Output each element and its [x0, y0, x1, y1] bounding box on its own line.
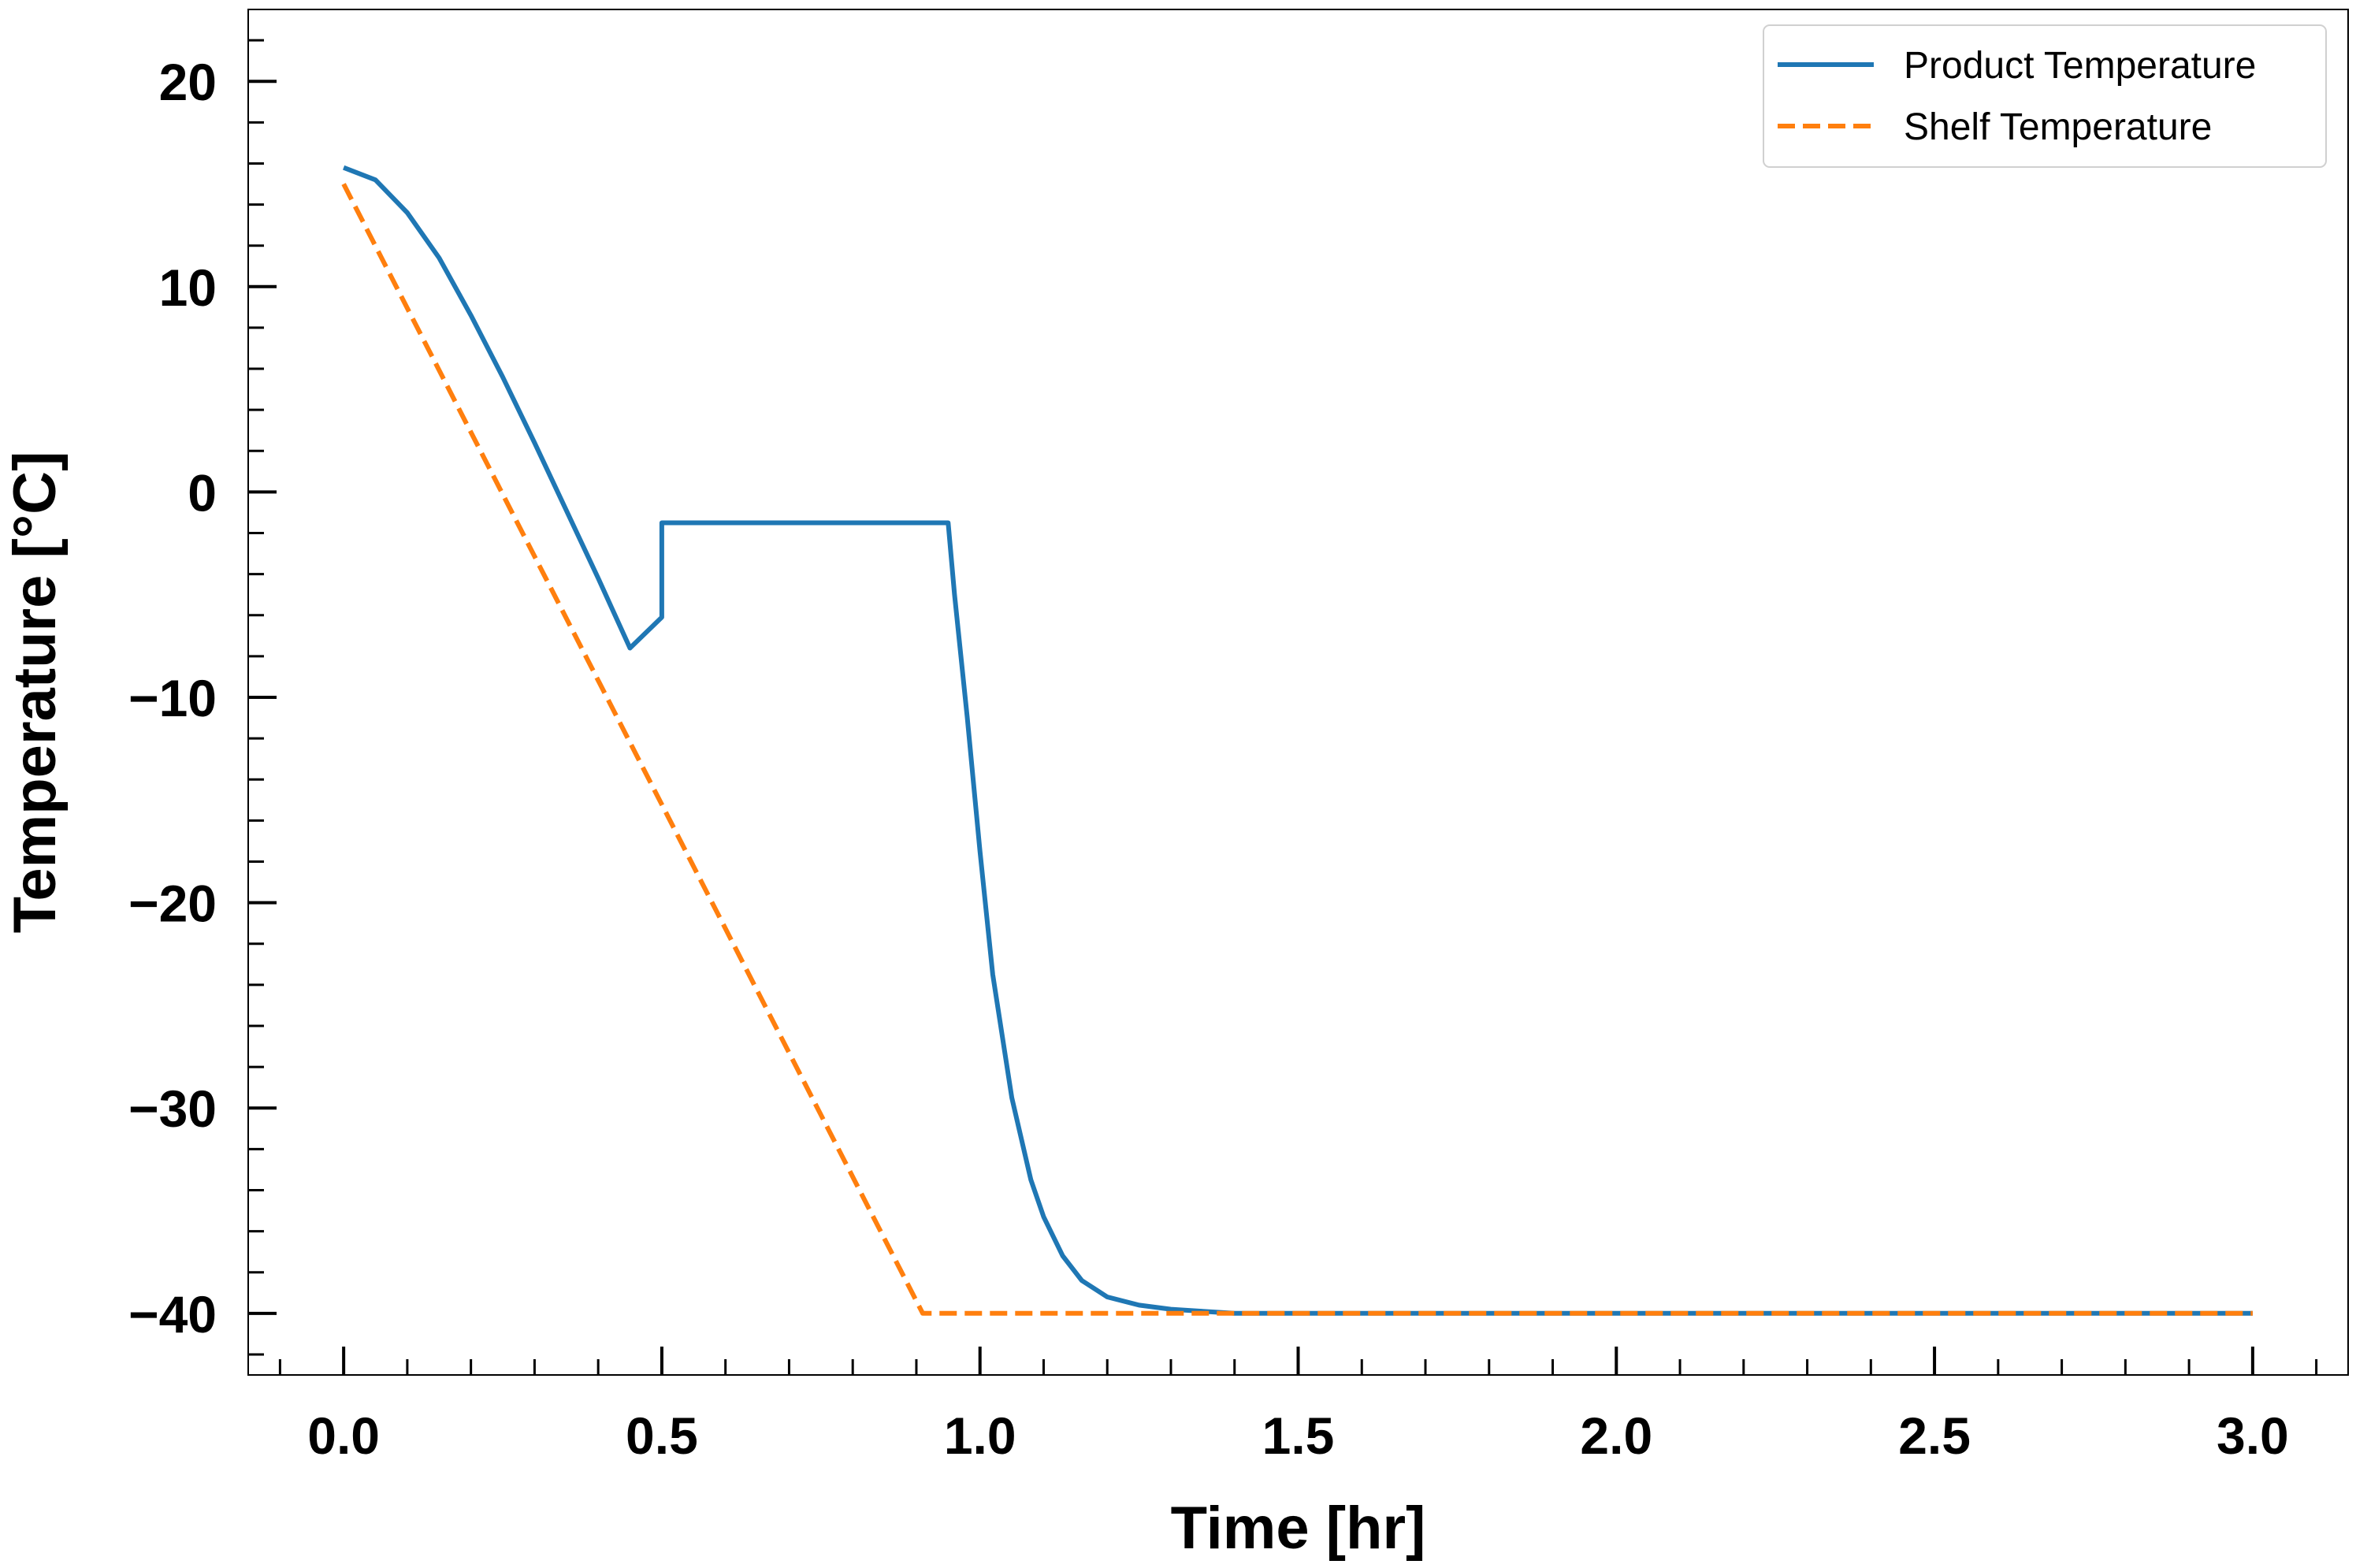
x-tick-label: 2.5: [1898, 1406, 1971, 1465]
legend-label-product-temperature: Product Temperature: [1904, 45, 2256, 87]
x-tick-label: 1.0: [944, 1406, 1016, 1465]
y-tick-label: −30: [128, 1079, 217, 1138]
y-tick-label: −20: [128, 875, 217, 933]
x-tick-label: 1.5: [1262, 1406, 1335, 1465]
series-line-shelf-temperature: [341, 183, 2253, 1316]
series-layer: [341, 165, 2253, 1316]
x-tick-label: 0.0: [307, 1406, 380, 1465]
y-tick-label: −10: [128, 669, 217, 727]
series-line-product-temperature: [343, 165, 2253, 1316]
tick-labels: 0.0 0.5 1.0 1.5 2.0 2.5 3.0 −40 −30 −20 −10 0 10 20: [128, 53, 2289, 1465]
legend-box: [1763, 24, 2327, 168]
legend-label-shelf-temperature: Shelf Temperature: [1904, 106, 2212, 148]
plot-frame: [247, 9, 2349, 1376]
x-axis-label: Time [hr]: [1171, 1495, 1426, 1562]
x-tick-label: 0.5: [626, 1406, 698, 1465]
legend: Product Temperature Shelf Temperature: [1763, 24, 2327, 168]
x-tick-label: 3.0: [2217, 1406, 2289, 1465]
y-tick-label: 10: [159, 258, 217, 317]
tick-marks: [248, 39, 2318, 1375]
y-axis-label: Temperature [°C]: [2, 451, 69, 934]
y-tick-label: 0: [188, 463, 217, 522]
y-tick-label: −40: [128, 1285, 217, 1343]
x-tick-label: 2.0: [1580, 1406, 1652, 1465]
y-tick-label: 20: [159, 53, 217, 111]
